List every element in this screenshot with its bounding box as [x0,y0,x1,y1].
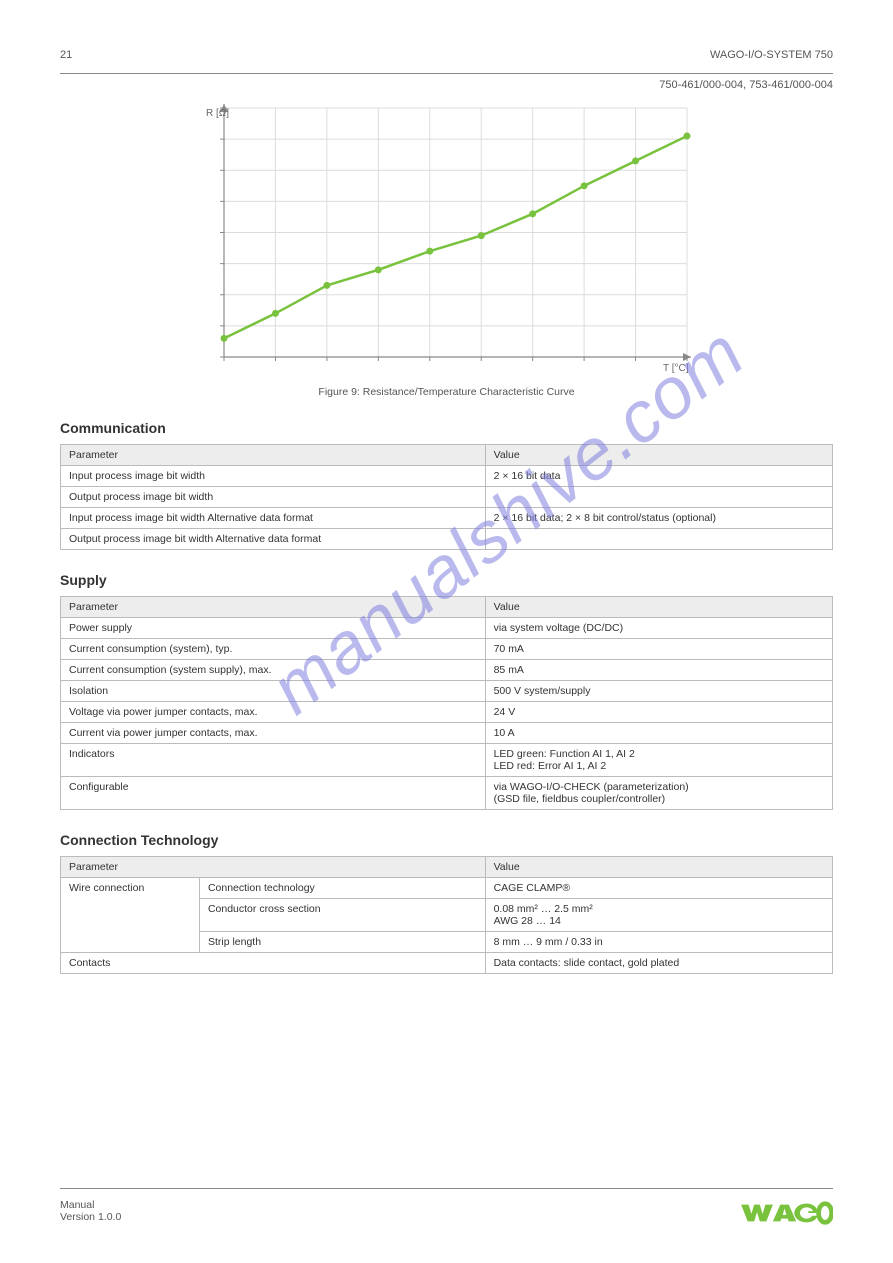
section-heading-communication: Communication [60,420,833,436]
table-cell: Output process image bit width Alternati… [61,529,486,550]
table-cell: Wire connection [61,878,200,953]
table-cell: CAGE CLAMP® [485,878,832,899]
supply-table: Parameter Value Power supplyvia system v… [60,596,833,810]
table-header-row: Parameter Value [61,857,833,878]
footer-left-text: Manual Version 1.0.0 [60,1199,121,1223]
table-cell: Strip length [199,932,485,953]
table-header-cell: Value [485,445,832,466]
table-cell: Isolation [61,681,486,702]
table-cell: Configurable [61,777,486,810]
table-row: Voltage via power jumper contacts, max.2… [61,702,833,723]
table-cell: via WAGO-I/O-CHECK (parameterization) (G… [485,777,832,810]
table-cell: 85 mA [485,660,832,681]
table-cell: Power supply [61,618,486,639]
table-row: Output process image bit width [61,487,833,508]
table-row: Configurablevia WAGO-I/O-CHECK (paramete… [61,777,833,810]
table-cell: 10 A [485,723,832,744]
section-heading-connection: Connection Technology [60,832,833,848]
table-cell: 24 V [485,702,832,723]
table-cell: 2 × 16 bit data; 2 × 8 bit control/statu… [485,508,832,529]
table-cell: 8 mm … 9 mm / 0.33 in [485,932,832,953]
table-cell: Input process image bit width [61,466,486,487]
table-cell: 500 V system/supply [485,681,832,702]
table-header-row: Parameter Value [61,597,833,618]
table-cell: Input process image bit width Alternativ… [61,508,486,529]
table-row: IndicatorsLED green: Function AI 1, AI 2… [61,744,833,777]
wago-logo [737,1199,833,1227]
table-row: Isolation500 V system/supply [61,681,833,702]
table-cell: LED green: Function AI 1, AI 2 LED red: … [485,744,832,777]
table-cell: via system voltage (DC/DC) [485,618,832,639]
connection-table: Parameter Value Wire connection Connecti… [60,856,833,974]
table-cell: Data contacts: slide contact, gold plate… [485,953,832,974]
table-cell: 0.08 mm² … 2.5 mm² AWG 28 … 14 [485,899,832,932]
table-row: Current via power jumper contacts, max.1… [61,723,833,744]
table-cell: Output process image bit width [61,487,486,508]
header-page-number: 21 [60,40,72,70]
table-header-cell: Parameter [61,445,486,466]
table-row: Wire connection Connection technology CA… [61,878,833,899]
table-cell: Current via power jumper contacts, max. [61,723,486,744]
table-row: Current consumption (system supply), max… [61,660,833,681]
table-cell: Current consumption (system), typ. [61,639,486,660]
table-cell: Indicators [61,744,486,777]
table-cell: Connection technology [199,878,485,899]
table-row: Power supplyvia system voltage (DC/DC) [61,618,833,639]
page-footer: Manual Version 1.0.0 [60,1188,833,1227]
svg-text:R [Ω]: R [Ω] [206,108,229,119]
table-cell: 2 × 16 bit data [485,466,832,487]
table-header-cell: Parameter [61,597,486,618]
table-row: Input process image bit width2 × 16 bit … [61,466,833,487]
table-cell: Contacts [61,953,486,974]
table-header-cell: Parameter [61,857,486,878]
table-cell: Conductor cross section [199,899,485,932]
table-header-cell: Value [485,857,832,878]
table-cell: 70 mA [485,639,832,660]
communication-table: Parameter Value Input process image bit … [60,444,833,550]
table-row: Contacts Data contacts: slide contact, g… [61,953,833,974]
table-row: Current consumption (system), typ.70 mA [61,639,833,660]
table-header-row: Parameter Value [61,445,833,466]
table-cell: Current consumption (system supply), max… [61,660,486,681]
table-cell [485,487,832,508]
table-header-cell: Value [485,597,832,618]
table-cell [485,529,832,550]
rt-characteristic-chart: R [Ω] T [°C] [194,86,699,376]
table-row: Input process image bit width Alternativ… [61,508,833,529]
section-heading-supply: Supply [60,572,833,588]
table-row: Output process image bit width Alternati… [61,529,833,550]
svg-text:T [°C]: T [°C] [663,363,689,374]
page-header: WAGO-I/O-SYSTEM 750 750-461/000-004, 753… [60,40,833,74]
table-cell: Voltage via power jumper contacts, max. [61,702,486,723]
